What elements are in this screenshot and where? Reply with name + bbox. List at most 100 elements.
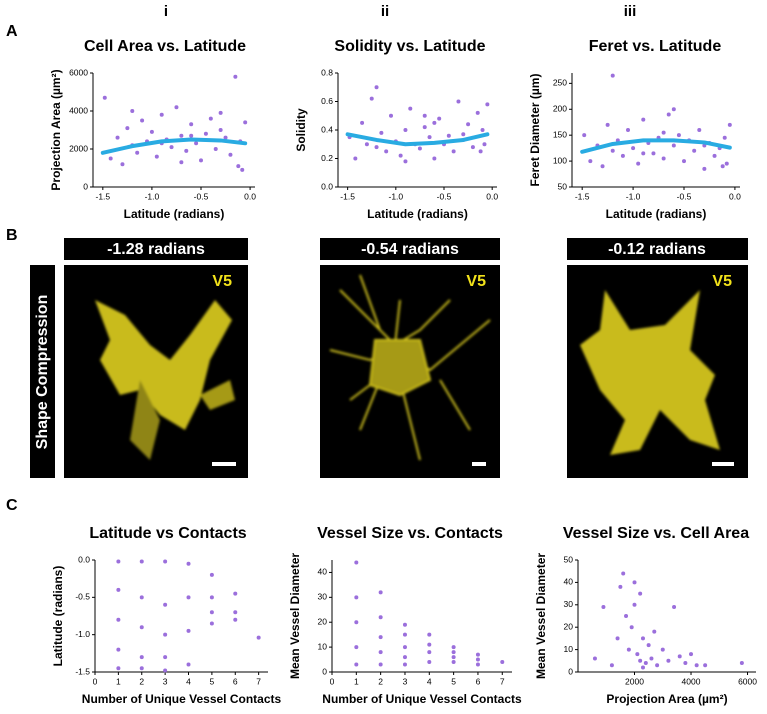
y-tick-label: 40 <box>564 577 574 587</box>
point <box>223 135 228 140</box>
point <box>446 133 451 138</box>
x-tick-label: 2 <box>378 676 383 686</box>
point <box>641 151 646 156</box>
point <box>163 655 168 660</box>
point <box>624 614 629 618</box>
point <box>186 628 191 633</box>
x-tick-label: -0.5 <box>194 191 209 201</box>
point <box>609 663 614 668</box>
point <box>417 146 422 151</box>
x-axis-label: Latitude (radians) <box>367 207 468 221</box>
x-axis-label: Number of Unique Vessel Contacts <box>82 692 282 706</box>
trend-line <box>100 137 248 155</box>
point <box>379 130 384 135</box>
point <box>116 587 121 592</box>
point <box>682 159 686 164</box>
point <box>592 656 597 661</box>
x-tick-label: 1 <box>354 676 359 686</box>
x-axis-label: Projection Area (µm²) <box>606 692 727 706</box>
point <box>631 146 636 151</box>
panel-label: B <box>6 227 18 244</box>
point <box>652 629 657 634</box>
point <box>169 145 174 150</box>
chart-title: Feret vs. Latitude <box>589 38 722 55</box>
point <box>610 73 615 78</box>
y-tick-label: 0.2 <box>321 153 333 163</box>
point <box>643 661 648 666</box>
point <box>600 164 605 169</box>
point <box>402 655 407 660</box>
point <box>739 661 744 666</box>
point <box>651 151 656 156</box>
x-tick-label: 4000 <box>682 676 701 686</box>
point <box>174 105 179 110</box>
point <box>451 655 456 660</box>
point <box>354 620 359 625</box>
point <box>432 120 437 125</box>
point <box>671 107 676 112</box>
point <box>621 571 626 576</box>
point <box>724 161 729 166</box>
point <box>194 141 199 146</box>
point <box>470 145 475 150</box>
cell <box>95 300 235 460</box>
x-tick-label: 7 <box>256 676 261 686</box>
point <box>626 128 630 132</box>
image-title-box <box>64 238 248 260</box>
point <box>702 166 707 171</box>
point <box>672 605 677 610</box>
y-tick-label: 0.0 <box>78 554 90 564</box>
point <box>641 117 646 122</box>
point <box>179 160 184 165</box>
y-tick-label: 200 <box>553 104 567 114</box>
scale-bar <box>472 462 486 466</box>
point <box>369 96 374 101</box>
point <box>186 561 191 566</box>
point <box>655 663 660 668</box>
point <box>403 159 408 164</box>
x-axis-label: Number of Unique Vessel Contacts <box>322 692 522 706</box>
point <box>149 129 154 134</box>
point <box>374 145 379 150</box>
point <box>236 164 241 169</box>
point <box>354 560 359 565</box>
x-tick-label: 2000 <box>625 676 644 686</box>
point <box>478 149 483 154</box>
point <box>403 128 408 132</box>
point <box>451 645 456 650</box>
point <box>233 591 238 596</box>
point <box>139 655 144 660</box>
y-tick-label: 20 <box>318 616 328 626</box>
trend-line <box>580 138 732 154</box>
x-tick-label: -0.5 <box>677 191 692 201</box>
point <box>378 615 383 620</box>
point <box>209 572 214 577</box>
column-label: ii <box>381 3 389 20</box>
point <box>582 133 587 138</box>
point <box>632 580 637 585</box>
point <box>102 95 107 100</box>
y-tick-label: 2000 <box>69 143 88 153</box>
point <box>427 650 432 655</box>
point <box>588 159 593 164</box>
point <box>189 133 194 138</box>
point <box>378 635 383 640</box>
point <box>712 153 717 158</box>
point <box>727 122 732 127</box>
y-tick-label: 30 <box>564 599 574 609</box>
point <box>228 152 233 157</box>
point <box>243 120 248 125</box>
point <box>500 660 505 665</box>
point <box>116 559 121 564</box>
point <box>475 110 480 115</box>
point <box>697 128 702 132</box>
point <box>626 647 631 652</box>
point <box>218 128 223 132</box>
point <box>466 122 471 127</box>
column-label: iii <box>624 3 637 20</box>
point <box>209 621 214 626</box>
point <box>666 658 671 663</box>
image-tag: V5 <box>712 273 732 290</box>
point <box>163 632 168 637</box>
x-axis-label: Latitude (radians) <box>124 207 225 221</box>
